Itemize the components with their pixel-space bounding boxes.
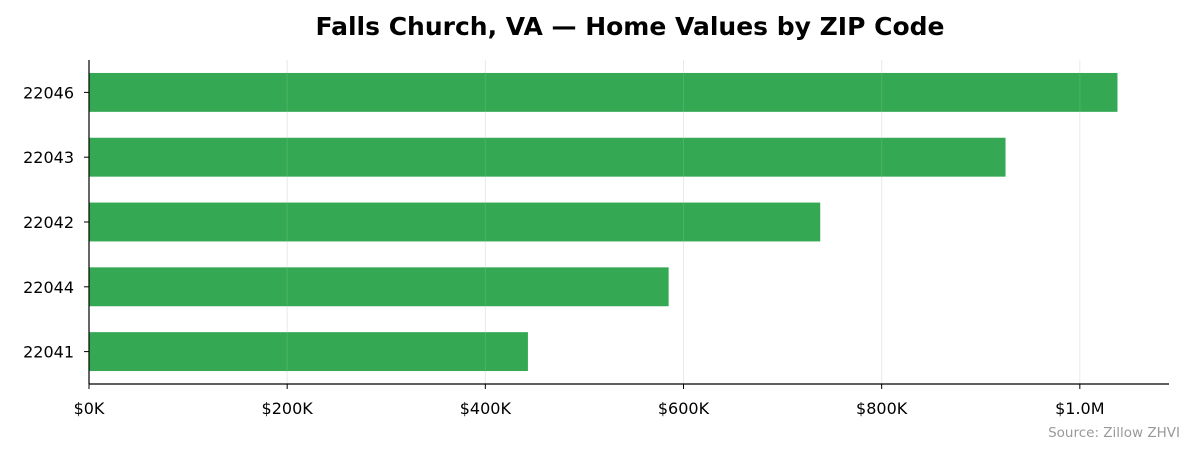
x-tick-label: $0K bbox=[74, 399, 105, 418]
source-note: Source: Zillow ZHVI bbox=[1048, 425, 1180, 441]
y-tick-label: 22041 bbox=[23, 343, 74, 362]
bars bbox=[88, 60, 1118, 384]
x-tick-label: $400K bbox=[460, 399, 512, 418]
y-tick-label: 22046 bbox=[23, 83, 74, 102]
x-tick-label: $800K bbox=[856, 399, 908, 418]
x-tick-label: $600K bbox=[658, 399, 710, 418]
y-tick-label: 22044 bbox=[23, 278, 74, 297]
bar-22046 bbox=[89, 72, 1118, 112]
x-tick-label: $1.0M bbox=[1055, 399, 1104, 418]
x-ticks: $0K $200K $400K $600K $800K $1.0M bbox=[74, 384, 1105, 418]
bar-22044 bbox=[89, 267, 669, 307]
y-tick-label: 22043 bbox=[23, 148, 74, 167]
bar-22041 bbox=[89, 332, 528, 372]
y-tick-label: 22042 bbox=[23, 213, 74, 232]
bar-22042 bbox=[89, 202, 821, 242]
bar-22043 bbox=[89, 137, 1006, 177]
x-tick-label: $200K bbox=[262, 399, 314, 418]
y-ticks: 22046 22043 22042 22044 22041 bbox=[23, 83, 89, 362]
chart-title: Falls Church, VA — Home Values by ZIP Co… bbox=[316, 12, 945, 41]
